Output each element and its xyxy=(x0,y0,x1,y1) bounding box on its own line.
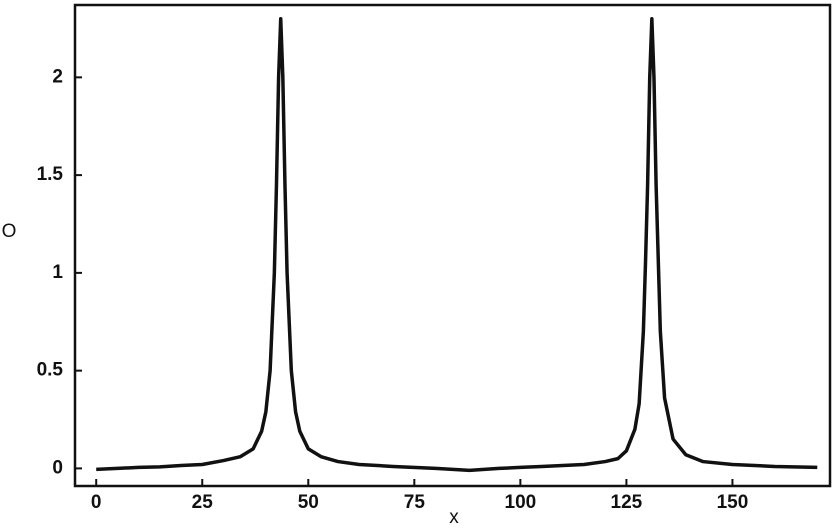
y-tick-label: 2 xyxy=(52,66,63,87)
x-tick-label: 100 xyxy=(505,492,537,513)
y-tick-label: 0 xyxy=(52,457,63,478)
x-tick-label: 125 xyxy=(611,492,643,513)
x-tick-label: 0 xyxy=(91,492,102,513)
x-tick-label: 50 xyxy=(298,492,319,513)
x-tick-label: 150 xyxy=(717,492,749,513)
y-tick-label: 0.5 xyxy=(37,360,64,381)
y-axis-label: O xyxy=(2,221,17,242)
data-line xyxy=(96,16,818,473)
x-tick-label: 25 xyxy=(192,492,214,513)
y-tick-label: 1 xyxy=(52,262,63,283)
plot-frame xyxy=(73,3,832,488)
y-tick-label: 1.5 xyxy=(37,164,64,185)
x-tick-label: 75 xyxy=(404,492,426,513)
x-axis-label: x xyxy=(449,507,459,528)
